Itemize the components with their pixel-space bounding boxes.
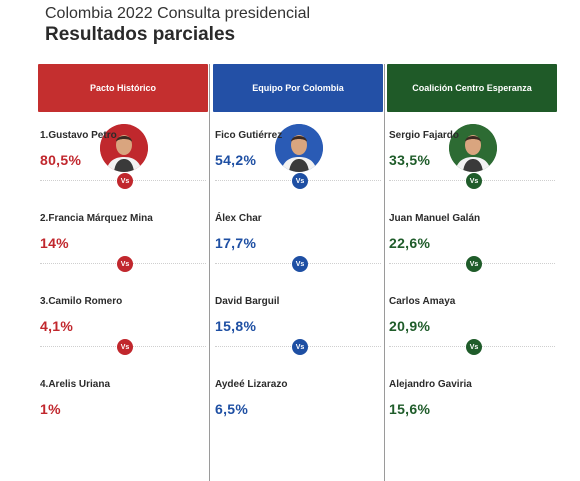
vs-badge: Vs xyxy=(466,256,482,272)
vs-badge: Vs xyxy=(292,339,308,355)
candidate-percentage: 4,1% xyxy=(40,318,74,334)
party-column: Pacto Histórico 1.Gustavo Petro 80,5% 2.Fra… xyxy=(38,64,208,481)
candidate-name: 2.Francia Márquez Mina xyxy=(40,213,153,224)
candidate-name: David Barguil xyxy=(215,296,280,307)
candidate-entry: David Barguil 15,8% xyxy=(215,296,381,334)
candidate-percentage: 15,6% xyxy=(389,401,431,417)
candidate-name: Fico Gutiérrez xyxy=(215,130,283,141)
versus-separator: Vs xyxy=(40,339,206,355)
vs-badge: Vs xyxy=(292,256,308,272)
candidate-name: Sergio Fajardo xyxy=(389,130,460,141)
candidate-entry: Fico Gutiérrez 54,2% xyxy=(215,130,381,168)
candidate-percentage: 54,2% xyxy=(215,152,257,168)
vs-badge: Vs xyxy=(292,173,308,189)
candidate-percentage: 33,5% xyxy=(389,152,431,168)
candidate-percentage: 14% xyxy=(40,235,69,251)
candidate-entry: 2.Francia Márquez Mina 14% xyxy=(40,213,206,251)
candidate-entry: Aydeé Lizarazo 6,5% xyxy=(215,379,381,417)
party-column: Coalición Centro Esperanza Sergio Fajardo… xyxy=(387,64,557,481)
candidate-entry: Carlos Amaya 20,9% xyxy=(389,296,555,334)
candidate-percentage: 15,8% xyxy=(215,318,257,334)
candidate-percentage: 80,5% xyxy=(40,152,82,168)
versus-separator: Vs xyxy=(389,173,555,189)
candidate-percentage: 6,5% xyxy=(215,401,249,417)
column-divider xyxy=(209,64,210,481)
candidate-avatar-2 xyxy=(449,124,497,172)
candidate-name: 1.Gustavo Petro xyxy=(40,130,117,141)
candidate-name: 3.Camilo Romero xyxy=(40,296,123,307)
party-header: Pacto Histórico xyxy=(38,64,208,112)
vs-badge: Vs xyxy=(466,339,482,355)
candidate-name: Alejandro Gaviria xyxy=(389,379,472,390)
vs-badge: Vs xyxy=(117,256,133,272)
candidate-entry: Álex Char 17,7% xyxy=(215,213,381,251)
candidate-percentage: 1% xyxy=(40,401,61,417)
candidate-percentage: 17,7% xyxy=(215,235,257,251)
versus-separator: Vs xyxy=(215,339,381,355)
candidate-entry: 4.Arelis Uriana 1% xyxy=(40,379,206,417)
header-supertitle: Colombia 2022 Consulta presidencial xyxy=(45,5,311,22)
vs-badge: Vs xyxy=(117,339,133,355)
candidate-entry: Juan Manuel Galán 22,6% xyxy=(389,213,555,251)
candidate-name: Carlos Amaya xyxy=(389,296,456,307)
candidate-name: 4.Arelis Uriana xyxy=(40,379,111,390)
party-column: Equipo Por Colombia Fico Gutiérrez 54,2% Ál… xyxy=(213,64,383,481)
versus-separator: Vs xyxy=(215,256,381,272)
vs-badge: Vs xyxy=(466,173,482,189)
vs-badge: Vs xyxy=(117,173,133,189)
candidate-percentage: 22,6% xyxy=(389,235,431,251)
candidate-percentage: 20,9% xyxy=(389,318,431,334)
candidate-avatar-1 xyxy=(275,124,323,172)
candidate-entry: 3.Camilo Romero 4,1% xyxy=(40,296,206,334)
party-header: Equipo Por Colombia xyxy=(213,64,383,112)
versus-separator: Vs xyxy=(215,173,381,189)
candidate-entry: Sergio Fajardo 33,5% xyxy=(389,130,555,168)
candidate-entry: Alejandro Gaviria 15,6% xyxy=(389,379,555,417)
candidate-avatar-0 xyxy=(100,124,148,172)
versus-separator: Vs xyxy=(389,339,555,355)
page-title: Resultados parciales xyxy=(45,24,236,45)
versus-separator: Vs xyxy=(40,173,206,189)
versus-separator: Vs xyxy=(40,256,206,272)
versus-separator: Vs xyxy=(389,256,555,272)
party-header: Coalición Centro Esperanza xyxy=(387,64,557,112)
candidate-entry: 1.Gustavo Petro 80,5% xyxy=(40,130,206,168)
candidate-name: Juan Manuel Galán xyxy=(389,213,481,224)
candidate-name: Álex Char xyxy=(215,213,262,224)
candidate-name: Aydeé Lizarazo xyxy=(215,379,288,390)
column-divider xyxy=(384,64,385,481)
